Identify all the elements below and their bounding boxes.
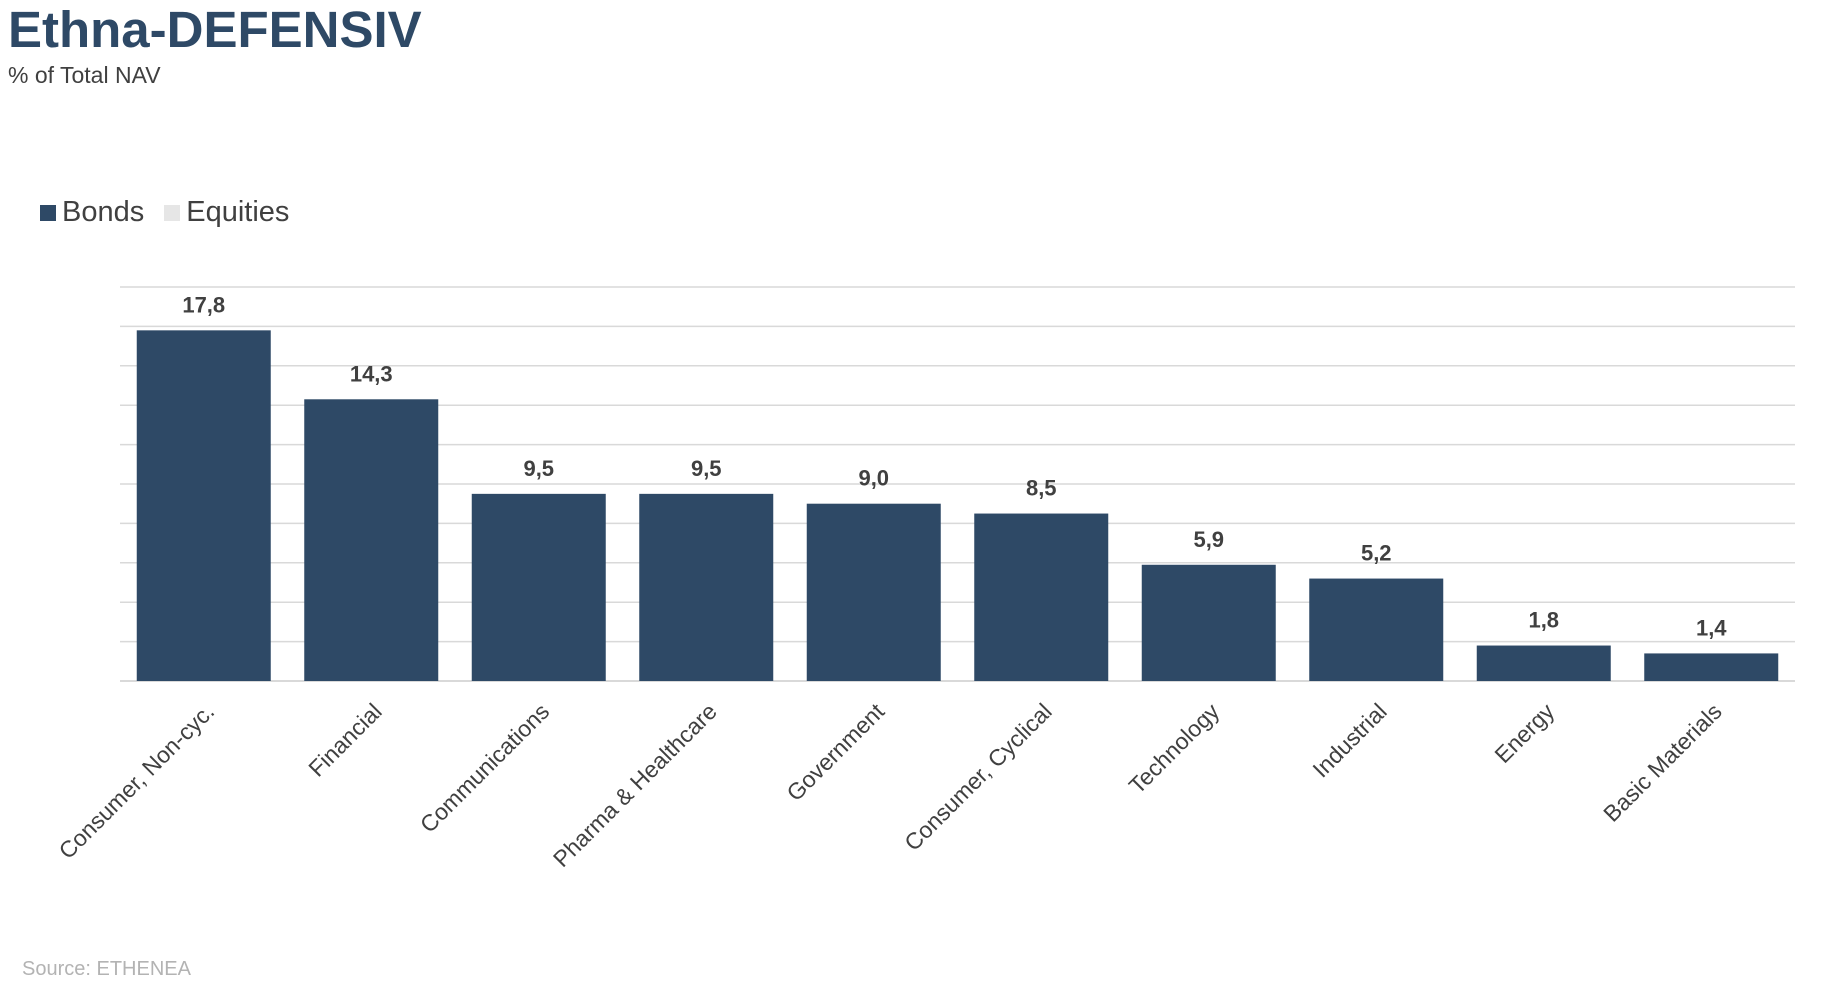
data-label-5: 8,5	[1026, 476, 1057, 501]
chart-data-labels: 17,8 14,3 9,5 9,5 9,0 8,5 5,9 5,2 1,8 1,4	[182, 292, 1727, 640]
legend-label-bonds: Bonds	[62, 196, 145, 228]
data-label-4: 9,0	[858, 466, 889, 491]
bar-4	[806, 503, 941, 681]
legend-item-equities: Equities	[164, 196, 289, 229]
category-label-1: Financial	[303, 698, 386, 781]
chart-legend: Bonds Equities	[40, 196, 309, 229]
category-label-9: Basic Materials	[1598, 698, 1727, 827]
category-label-2: Communications	[415, 698, 555, 838]
bar-7	[1309, 578, 1444, 681]
data-label-0: 17,8	[182, 292, 225, 317]
category-label-8: Energy	[1489, 698, 1559, 768]
category-label-5: Consumer, Cyclical	[899, 698, 1057, 856]
source-note: Source: ETHENEA	[22, 958, 191, 980]
bar-6	[1141, 564, 1276, 681]
data-label-6: 5,9	[1193, 527, 1224, 552]
bar-0	[136, 330, 271, 681]
bar-1	[304, 399, 439, 681]
bar-9	[1644, 653, 1779, 681]
data-label-2: 9,5	[523, 456, 554, 481]
bar-8	[1476, 645, 1611, 681]
legend-swatch-equities	[164, 204, 181, 221]
chart-title: Ethna-DEFENSIV	[8, 1, 422, 58]
category-label-4: Government	[781, 698, 889, 806]
bar-5	[974, 513, 1109, 681]
legend-label-equities: Equities	[186, 196, 290, 228]
chart-bars	[136, 330, 1779, 681]
data-label-3: 9,5	[691, 456, 722, 481]
category-label-7: Industrial	[1307, 698, 1391, 782]
data-label-8: 1,8	[1528, 608, 1559, 633]
data-label-1: 14,3	[350, 361, 393, 386]
category-label-3: Pharma & Healthcare	[548, 698, 722, 872]
chart-subtitle: % of Total NAV	[8, 62, 161, 88]
legend-item-bonds: Bonds	[40, 196, 144, 229]
category-label-0: Consumer, Non-cyc.	[54, 698, 220, 864]
data-label-9: 1,4	[1696, 615, 1727, 640]
category-label-6: Technology	[1124, 698, 1225, 799]
data-label-7: 5,2	[1361, 541, 1392, 566]
legend-swatch-bonds	[40, 204, 56, 221]
bar-3	[639, 493, 774, 681]
chart-category-labels: Consumer, Non-cyc. Financial Communication…	[54, 698, 1727, 872]
bar-2	[471, 493, 606, 681]
